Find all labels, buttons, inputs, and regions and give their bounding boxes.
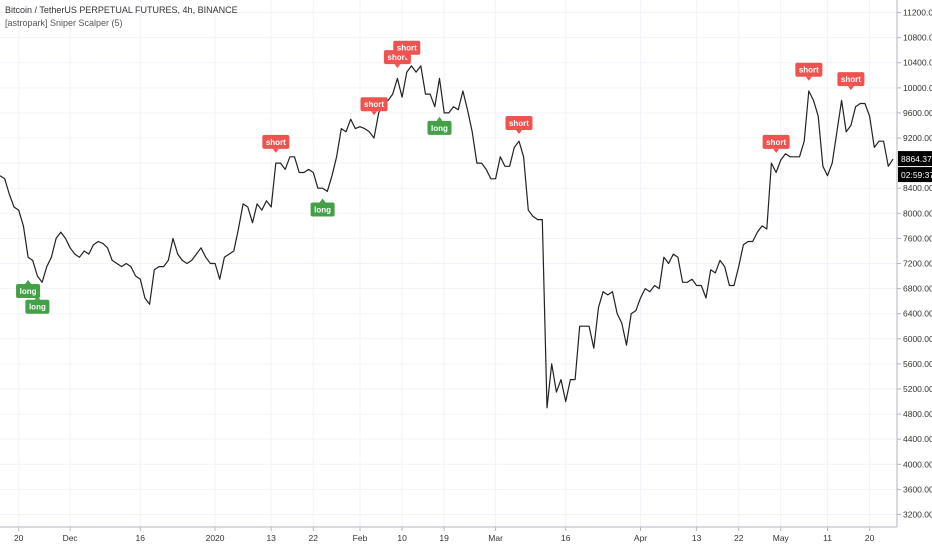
signal-badge [360, 97, 388, 112]
signal-pointer [319, 198, 326, 203]
time-tick-label: 22 [734, 533, 744, 543]
signal-pointer [773, 148, 780, 153]
price-tick-label: 7200.00 [903, 259, 932, 269]
price-axis[interactable]: 3200.00 3600.00 4000.00 4400.00 4800.00 5200.… [896, 0, 932, 527]
signal-pointer [403, 54, 410, 59]
signal-label: short [364, 100, 384, 109]
signal-label: long [20, 287, 37, 296]
signal-pointer [515, 130, 522, 135]
time-tick-label: 16 [561, 533, 571, 543]
signal-label: short [799, 66, 819, 75]
signal-label: long [29, 303, 46, 312]
price-tick-label: 3200.00 [903, 509, 932, 519]
time-tick-label: Mar [488, 533, 503, 543]
long-signal[interactable]: long [16, 280, 41, 299]
signal-pointer [371, 111, 378, 116]
current-price-tag: 8864.37 02:59:37 [898, 151, 932, 183]
signal-label: short [397, 44, 417, 53]
time-tick-label: Dec [63, 533, 79, 543]
time-axis[interactable]: 20 Dec 16 2020 13 22 Feb 10 19 Mar 16 Apr 13 22 May 11 2… [0, 526, 897, 543]
time-tick-label: 13 [266, 533, 276, 543]
price-tick-label: 9200.00 [903, 133, 932, 143]
price-tick-label: 5600.00 [903, 359, 932, 369]
short-signal[interactable]: short [795, 62, 823, 81]
current-price-value: 8864.37 [901, 154, 932, 164]
countdown-value: 02:59:37 [901, 170, 932, 180]
price-tick-label: 6000.00 [903, 334, 932, 344]
long-signal[interactable]: long [427, 116, 452, 135]
signal-pointer [34, 295, 41, 300]
time-tick-label: Feb [353, 533, 368, 543]
signal-badge [310, 202, 335, 217]
chart-header: Bitcoin / TetherUS PERPETUAL FUTURES, 4h… [5, 4, 238, 30]
time-tick-label: 20 [14, 533, 24, 543]
time-tick-label: 19 [439, 533, 449, 543]
symbol-title[interactable]: Bitcoin / TetherUS PERPETUAL FUTURES, 4h… [5, 5, 238, 15]
signal-label: long [431, 124, 448, 133]
time-tick-label: May [773, 533, 790, 543]
signal-label: short [387, 53, 407, 62]
signal-badge [16, 284, 41, 299]
price-tick-label: 6800.00 [903, 284, 932, 294]
signal-badge [505, 116, 533, 131]
signal-pointer [847, 86, 854, 91]
signal-label: long [314, 205, 331, 214]
price-line [0, 65, 894, 409]
indicator-label[interactable]: [astropark] Sniper Scalper (5) [5, 18, 123, 28]
signal-label: short [266, 138, 286, 147]
signal-badge [762, 134, 790, 149]
price-tick-label: 3600.00 [903, 484, 932, 494]
signal-pointer [25, 280, 32, 285]
signal-pointer [394, 64, 401, 69]
signal-badge [427, 120, 452, 135]
price-tick-label: 10800.00 [903, 33, 932, 43]
price-tick-label: 9600.00 [903, 108, 932, 118]
signal-pointer [805, 76, 812, 81]
long-signal[interactable]: long [310, 198, 335, 217]
long-signal[interactable]: long [25, 295, 50, 314]
signal-badge [25, 299, 50, 314]
signal-label: short [841, 75, 861, 84]
signal-badge [837, 72, 865, 87]
time-tick-label: 20 [865, 533, 875, 543]
short-signal[interactable]: short [360, 97, 388, 116]
time-tick-label: 10 [397, 533, 407, 543]
price-tick-label: 8400.00 [903, 183, 932, 193]
short-signal[interactable]: short [837, 72, 865, 91]
signal-badge [262, 134, 290, 149]
price-tick-label: 7600.00 [903, 233, 932, 243]
price-tick-label: 4800.00 [903, 409, 932, 419]
signal-label: short [509, 119, 529, 128]
time-tick-label: 16 [136, 533, 146, 543]
price-tick-label: 11200.00 [903, 8, 932, 18]
signal-badge [795, 62, 823, 77]
signal-label: short [766, 138, 786, 147]
signal-pointer [272, 148, 279, 153]
short-signal[interactable]: short [505, 116, 533, 135]
short-signal[interactable]: short [393, 40, 421, 59]
time-tick-label: Apr [634, 533, 647, 543]
short-signal[interactable]: short [262, 134, 290, 153]
price-tick-label: 4400.00 [903, 434, 932, 444]
short-signal[interactable]: short [762, 134, 790, 153]
time-tick-label: 2020 [206, 533, 225, 543]
signal-badge [393, 40, 421, 55]
price-tick-label: 10400.00 [903, 58, 932, 68]
current-price-box [898, 151, 932, 167]
price-series [0, 65, 894, 409]
grid-lines [0, 0, 897, 527]
price-tick-label: 10000.00 [903, 83, 932, 93]
price-tick-label: 4000.00 [903, 459, 932, 469]
countdown-box [898, 167, 932, 183]
signal-markers: longlongshortlongshortshortshortlongshor… [16, 40, 865, 314]
time-tick-label: 22 [309, 533, 319, 543]
price-tick-label: 8000.00 [903, 208, 932, 218]
price-tick-label: 6400.00 [903, 309, 932, 319]
time-tick-label: 11 [823, 533, 832, 543]
signal-pointer [436, 116, 443, 121]
price-tick-label: 5200.00 [903, 384, 932, 394]
time-tick-label: 13 [692, 533, 702, 543]
